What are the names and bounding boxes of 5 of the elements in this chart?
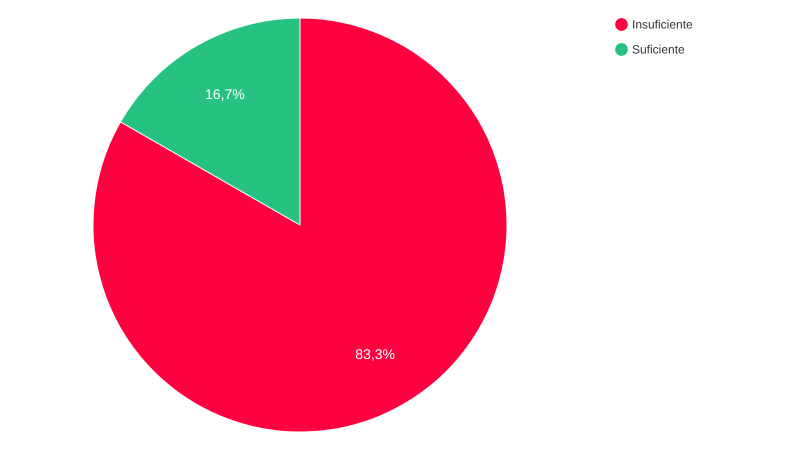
data-label: 83,3% (355, 346, 395, 362)
legend-label: Insuficiente (632, 18, 694, 32)
legend-label: Suficiente (632, 42, 686, 56)
pie-slice (92, 18, 508, 432)
data-label: 16,7% (205, 86, 245, 102)
